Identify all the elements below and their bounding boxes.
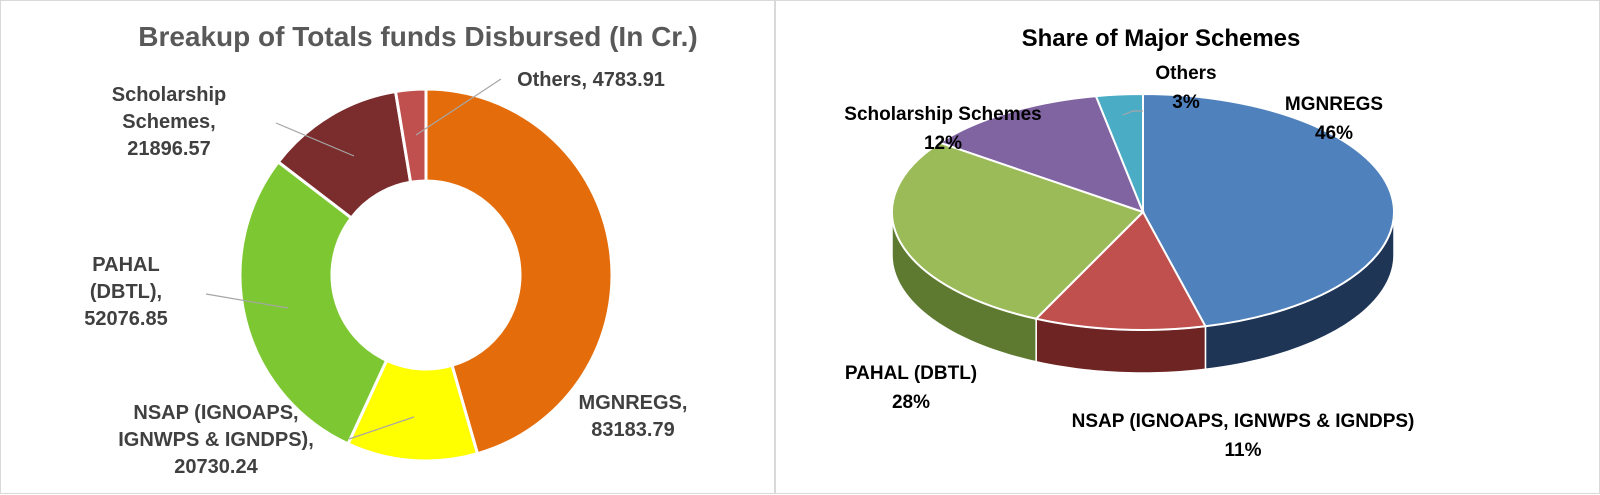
data-label-nsap-ignoaps-ignwps-igndps: NSAP (IGNOAPS, IGNWPS & IGNDPS), 20730.24 <box>118 402 314 478</box>
leader-line <box>1122 110 1143 116</box>
doughnut-chart: Breakup of Totals funds Disbursed (In Cr… <box>84 21 698 478</box>
slice-nsap-ignoaps-ignwps-igndps <box>1034 210 1208 331</box>
chart-title: Share of Major Schemes <box>1022 25 1301 52</box>
data-label-pahal-dbtl: PAHAL (DBTL), 52076.85 <box>84 254 167 330</box>
chart-panel-funds-breakup: Breakup of Totals funds Disbursed (In Cr… <box>0 0 775 494</box>
data-label-nsap-ignoaps-ignwps-igndps: NSAP (IGNOAPS, IGNWPS & IGNDPS) 11% <box>1072 411 1415 461</box>
slice-pahal-dbtl <box>238 159 389 446</box>
slice-mgnregs <box>1142 92 1395 328</box>
data-label-pahal-dbtl: PAHAL (DBTL) 28% <box>845 363 977 413</box>
slice-others <box>1094 92 1144 213</box>
data-label-scholarship-schemes: Scholarship Schemes 12% <box>844 104 1041 154</box>
slice-pahal-dbtl <box>891 141 1145 320</box>
data-label-mgnregs: MGNREGS, 83183.79 <box>579 392 688 441</box>
chart-panel-scheme-share: Share of Major Schemes MGNREGS 46% NSAP (I… <box>775 0 1600 494</box>
leader-line <box>348 416 415 440</box>
data-label-others: Others, 4783.91 <box>517 69 665 91</box>
leader-line <box>415 78 502 136</box>
slice-mgnregs <box>424 87 614 456</box>
slice-scholarship-schemes <box>937 95 1145 214</box>
slice-others <box>393 87 428 184</box>
data-label-mgnregs: MGNREGS 46% <box>1285 94 1383 144</box>
pie-chart-3d: Share of Major Schemes MGNREGS 46% NSAP (I… <box>844 25 1415 461</box>
leader-line <box>205 293 289 309</box>
data-label-scholarship-schemes: Scholarship Schemes, 21896.57 <box>112 84 226 160</box>
leader-line <box>275 122 355 157</box>
data-label-others: Others 3% <box>1155 63 1216 113</box>
chart-title: Breakup of Totals funds Disbursed (In Cr… <box>138 21 698 52</box>
